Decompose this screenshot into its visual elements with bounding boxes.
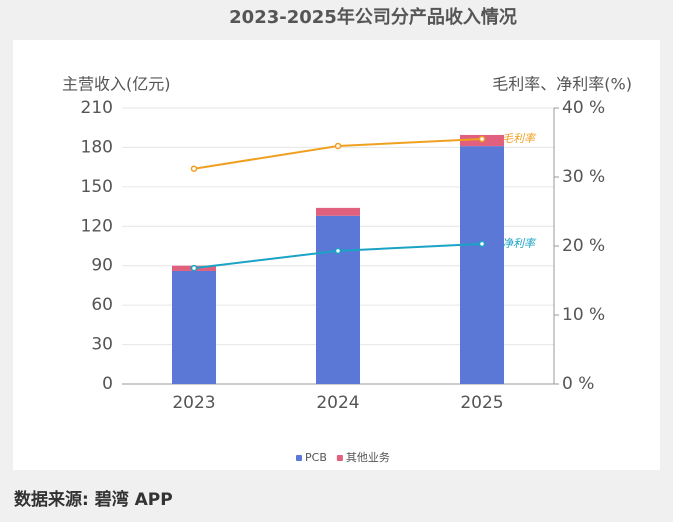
legend-swatch <box>336 455 343 461</box>
bar-segment <box>316 215 360 384</box>
y2-tick-label: 30 % <box>562 167 605 187</box>
legend-swatch <box>296 455 302 461</box>
y-tick-label: 0 <box>102 374 113 394</box>
line-label: 净利率 <box>502 237 537 250</box>
x-tick-label: 2024 <box>316 393 359 413</box>
y2-tick-label: 20 % <box>562 236 605 256</box>
y2-tick-label: 0 % <box>562 374 594 394</box>
y2-tick-label: 10 % <box>562 305 605 325</box>
y-tick-label: 210 <box>81 98 113 118</box>
y-tick-label: 150 <box>81 177 113 197</box>
chart-title: 2023-2025年公司分产品收入情况 <box>229 6 517 28</box>
legend-label: PCB <box>305 451 327 464</box>
bar-segment <box>316 207 360 216</box>
y-tick-label: 90 <box>91 256 113 276</box>
y-tick-label: 180 <box>81 137 113 157</box>
line-point <box>334 247 342 255</box>
source-note: 数据来源: 碧湾 APP <box>14 489 173 510</box>
line-point <box>190 165 198 172</box>
bar-segment <box>172 270 216 384</box>
y2-axis-label: 毛利率、净利率(%) <box>492 75 632 94</box>
y-tick-label: 60 <box>91 295 113 315</box>
x-tick-label: 2025 <box>460 393 503 413</box>
line-point <box>478 135 486 143</box>
line-point <box>334 142 342 150</box>
y-tick-label: 120 <box>81 216 113 236</box>
y2-tick-label: 40 % <box>562 98 605 118</box>
line-label: 毛利率 <box>502 132 537 145</box>
legend-label: 其他业务 <box>346 451 390 464</box>
line-point <box>190 264 198 272</box>
line-point <box>478 240 486 248</box>
x-tick-label: 2023 <box>172 393 215 413</box>
y-axis-label: 主营收入(亿元) <box>62 75 171 94</box>
bar-segment <box>460 146 504 384</box>
y-tick-label: 30 <box>91 335 113 355</box>
